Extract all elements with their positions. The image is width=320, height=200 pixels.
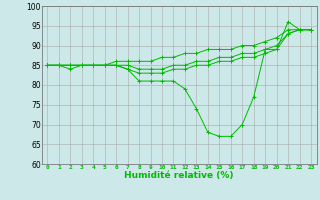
X-axis label: Humidité relative (%): Humidité relative (%) [124,171,234,180]
